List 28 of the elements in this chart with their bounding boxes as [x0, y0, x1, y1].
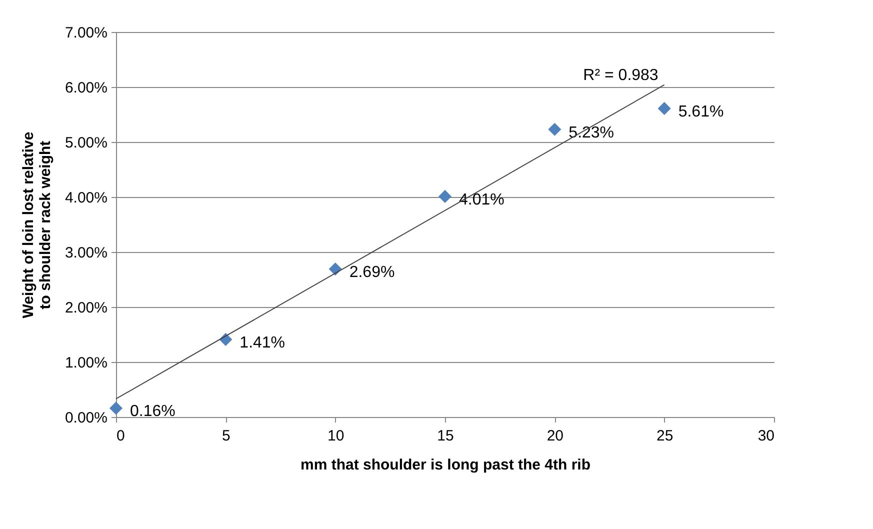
x-tick-label: 0 [116, 428, 125, 444]
point [328, 262, 342, 276]
y-tick-label: 6.00% [64, 80, 108, 96]
y-tick-label: 5.00% [64, 134, 108, 152]
x-tick-label: 25 [656, 428, 674, 444]
x-tick-label: 30 [758, 428, 774, 444]
x-tick-label: 20 [546, 428, 564, 444]
y-tick-label: 1.00% [64, 354, 108, 372]
y-tick-label: 7.00% [64, 24, 108, 42]
x-tick-label: 10 [327, 428, 344, 444]
y-tick-label: 4.00% [64, 190, 108, 206]
point [109, 402, 123, 415]
point [548, 122, 562, 136]
data-label: 4.01% [459, 191, 504, 208]
data-label: 2.69% [349, 264, 395, 282]
point [658, 102, 671, 115]
data-label: 5.61% [678, 103, 724, 120]
data-label: 1.41% [240, 334, 286, 352]
x-tick-label: 5 [222, 428, 230, 444]
y-axis-title: Weight of loin lost relative to shoulder rack weight [20, 132, 54, 318]
y-tick-label: 3.00% [64, 244, 108, 262]
y-tick-label: 2.00% [64, 300, 108, 316]
point [438, 190, 452, 203]
x-tick-label: 15 [437, 428, 454, 444]
annotation: R² = 0.983 [583, 66, 658, 84]
y-tick-label: 0.00% [64, 410, 108, 426]
x-axis-title: mm that shoulder is long past the 4th rib [300, 456, 591, 474]
data-label: 0.16% [130, 403, 176, 420]
